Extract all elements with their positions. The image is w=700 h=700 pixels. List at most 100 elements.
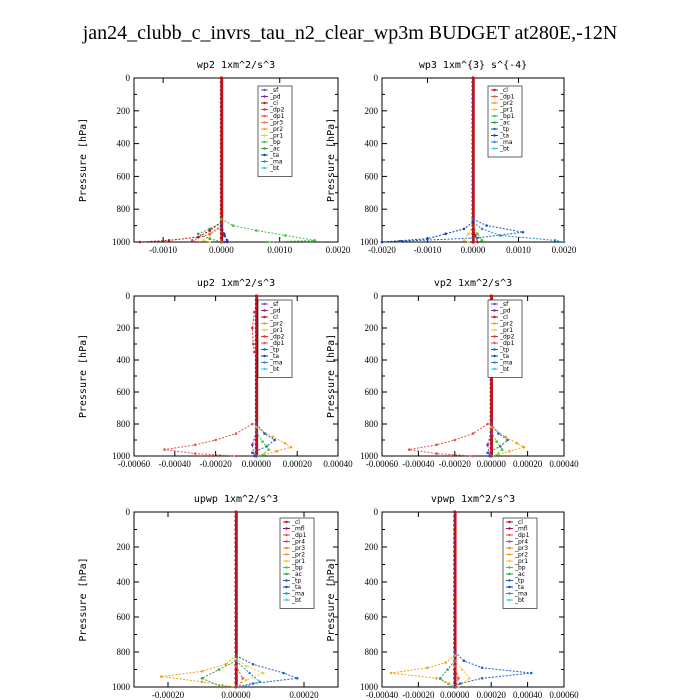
series-line-ta <box>381 221 474 243</box>
series-point-tp <box>273 438 277 442</box>
series-point-dp1 <box>435 443 438 447</box>
profile-marker <box>471 96 475 101</box>
series-point-tp <box>282 671 285 675</box>
legend-box <box>487 85 523 158</box>
series-point-pr1 <box>467 240 470 244</box>
legend-entry: _pr2 <box>269 126 283 133</box>
x-tick-label: 0.0010 <box>506 245 531 255</box>
profile-marker <box>219 80 224 84</box>
profile-marker <box>219 133 224 137</box>
series-point-dp1 <box>193 452 197 455</box>
profile-marker <box>254 318 258 322</box>
x-tick-label: 0.00000 <box>440 690 470 700</box>
profile-marker <box>219 211 224 215</box>
profile-marker <box>219 125 224 129</box>
y-tick-label: 400 <box>117 139 131 149</box>
profile-marker <box>234 672 238 676</box>
legend-entry: _ma <box>291 591 305 598</box>
legend-marker <box>508 533 511 537</box>
profile-marker <box>489 390 493 394</box>
profile-marker <box>254 306 258 310</box>
series-point-pr2 <box>504 435 508 439</box>
legend-marker <box>263 348 266 351</box>
legend-marker <box>285 553 288 556</box>
series-point-bp <box>220 217 223 221</box>
profile-marker <box>254 446 258 450</box>
x-tick-label: 0.00020 <box>477 690 507 700</box>
series-point-pr2 <box>283 441 287 445</box>
series-line-tp <box>454 651 532 688</box>
series-point-ac <box>220 240 223 244</box>
profile-marker <box>234 619 238 623</box>
x-tick-label: 0.00020 <box>289 690 319 700</box>
legend-entry: _ta <box>291 584 301 591</box>
profile-marker <box>471 174 475 178</box>
legend-entry: _bp <box>291 565 303 572</box>
profile-marker <box>234 523 238 527</box>
profile-marker <box>254 346 258 350</box>
legend-entry: _mfl <box>291 526 305 533</box>
profile-marker <box>219 101 224 105</box>
profile-marker <box>489 410 493 414</box>
legend-marker <box>285 546 288 550</box>
profile-marker <box>453 611 457 615</box>
legend-marker <box>493 322 496 325</box>
legend-entry: _dp1 <box>291 532 307 539</box>
x-tick-label: 0.0000 <box>461 245 486 255</box>
profile-marker <box>471 199 475 203</box>
legend-entry: _tp <box>291 578 301 585</box>
series-point-ac <box>449 685 453 689</box>
series-point-tp <box>234 654 238 657</box>
legend-marker <box>493 88 496 92</box>
y-tick-label: 200 <box>365 542 379 552</box>
profile-marker <box>234 667 238 672</box>
profile-marker <box>471 232 475 236</box>
profile-marker <box>254 338 258 342</box>
legend-marker <box>263 335 266 338</box>
profile-marker <box>453 589 457 593</box>
legend-entry: _dp1 <box>269 340 285 347</box>
profile-marker <box>219 158 224 162</box>
profile-marker <box>234 536 238 540</box>
legend-entry: _ta <box>269 152 279 159</box>
profile-marker <box>254 354 258 358</box>
legend-marker <box>285 533 288 537</box>
series-point-tp <box>480 676 484 680</box>
profile-marker <box>234 632 238 637</box>
series-point-pd <box>488 454 491 458</box>
profile-marker <box>453 593 457 597</box>
series-point-dp1 <box>457 676 460 680</box>
series-point-tp <box>497 432 500 435</box>
profile-marker <box>471 240 475 244</box>
profile-marker <box>219 113 224 117</box>
series-point-pr2 <box>426 666 429 670</box>
series-point-dp1 <box>190 239 194 242</box>
profile-marker <box>234 532 238 536</box>
x-tick-label: -0.00020 <box>402 690 435 700</box>
series-point-ta <box>380 240 384 244</box>
profile-marker <box>471 203 475 207</box>
x-tick-label: -0.0020 <box>368 245 396 255</box>
series-point-cl <box>196 235 200 239</box>
profile-marker <box>489 438 493 442</box>
series-line-bp <box>221 218 315 243</box>
legend-marker <box>508 579 511 582</box>
legend-marker <box>263 322 266 325</box>
legend-marker <box>263 147 266 150</box>
profile-marker <box>234 646 238 650</box>
y-tick-label: 800 <box>117 419 131 429</box>
series-point-bp <box>493 454 497 458</box>
legend-entry: _bt <box>499 366 510 373</box>
series-point-tp <box>462 659 466 663</box>
profile-marker <box>489 446 493 450</box>
profile-marker <box>234 510 238 514</box>
profile-marker <box>254 334 258 338</box>
series-point-tp <box>295 676 299 680</box>
profile-marker <box>471 195 475 199</box>
profile-marker <box>453 676 457 680</box>
series-point-dp1 <box>234 664 238 668</box>
y-tick-label: 1000 <box>112 451 131 461</box>
profile-marker <box>453 549 457 553</box>
profile-marker <box>489 386 493 390</box>
